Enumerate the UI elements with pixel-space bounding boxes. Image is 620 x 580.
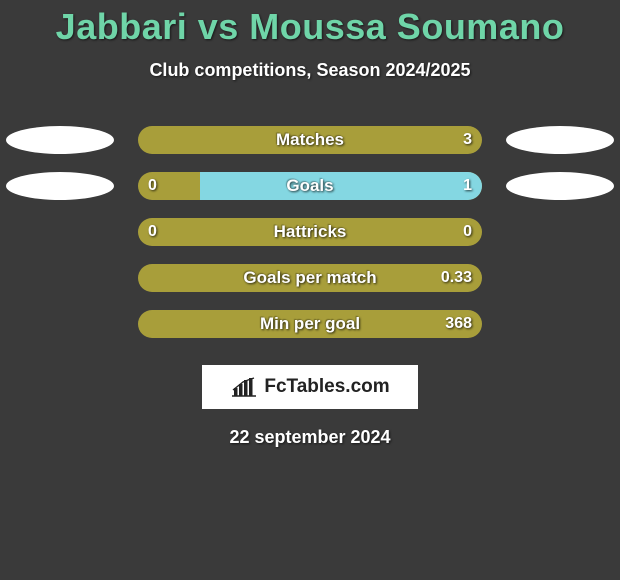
stats-rows: Matches3 Goals01 Hattricks00 Goals per matc… <box>0 117 620 347</box>
stat-bar: Goals per match0.33 <box>138 264 482 292</box>
stat-bar-bg <box>138 310 482 338</box>
stat-bar: Hattricks00 <box>138 218 482 246</box>
logo-text: FcTables.com <box>264 376 389 398</box>
stat-row: Matches3 <box>0 117 620 163</box>
stat-row: Hattricks00 <box>0 209 620 255</box>
player-right-ellipse <box>506 172 614 200</box>
stat-row: Goals per match0.33 <box>0 255 620 301</box>
stat-bar: Matches3 <box>138 126 482 154</box>
stat-bar-bg <box>138 264 482 292</box>
stat-bar: Min per goal368 <box>138 310 482 338</box>
stat-row: Min per goal368 <box>0 301 620 347</box>
stat-bar-right-fill <box>200 172 482 200</box>
logo-box: FcTables.com <box>202 365 418 409</box>
stat-bar: Goals01 <box>138 172 482 200</box>
bar-chart-icon <box>230 376 258 398</box>
stat-row: Goals01 <box>0 163 620 209</box>
player-left-ellipse <box>6 126 114 154</box>
container: Jabbari vs Moussa Soumano Club competiti… <box>0 0 620 580</box>
page-title: Jabbari vs Moussa Soumano <box>0 6 620 48</box>
player-left-ellipse <box>6 172 114 200</box>
stat-bar-bg <box>138 218 482 246</box>
stat-bar-bg <box>138 126 482 154</box>
player-right-ellipse <box>506 126 614 154</box>
page-subtitle: Club competitions, Season 2024/2025 <box>0 60 620 81</box>
date-text: 22 september 2024 <box>0 427 620 448</box>
